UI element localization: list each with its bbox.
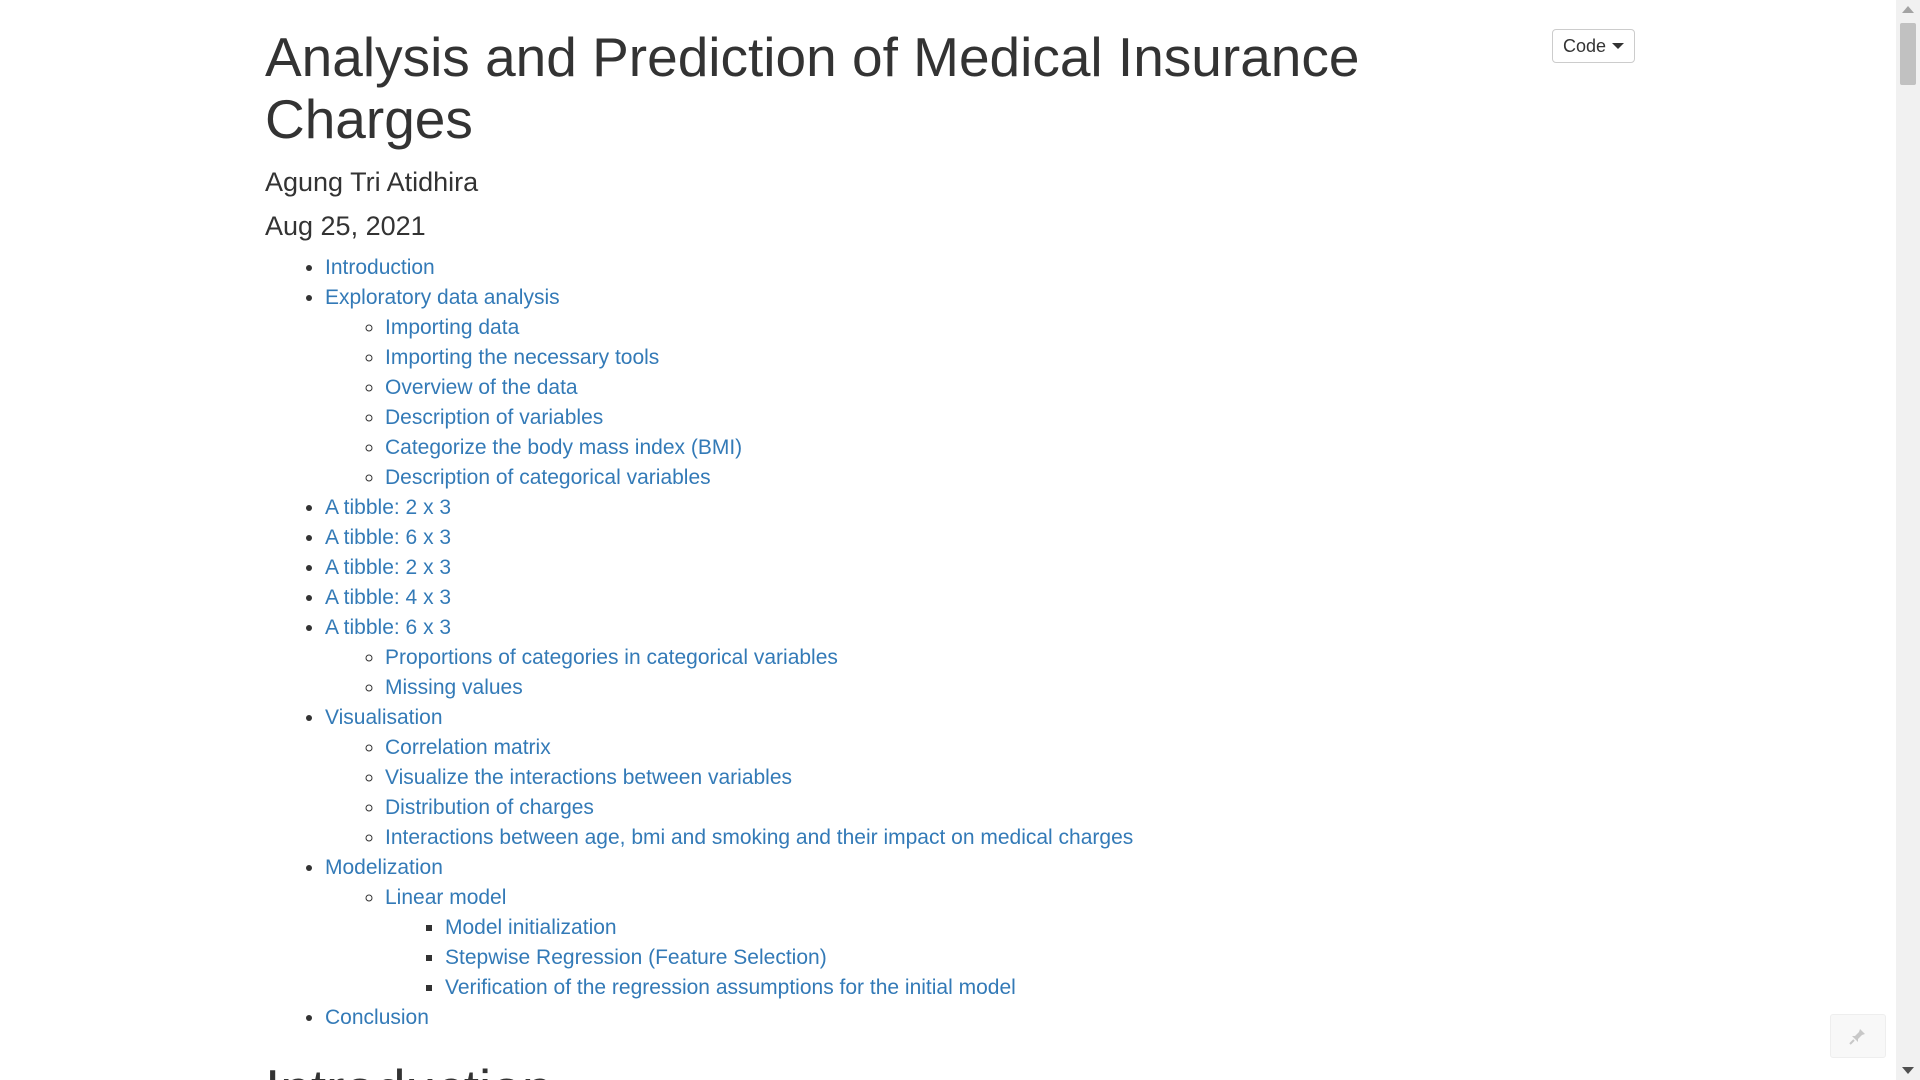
toc-item: A tibble: 6 x 3 Proportions of categorie… [325,613,1635,703]
toc-link-interactions-variables[interactable]: Visualize the interactions between varia… [385,766,793,789]
toc-item: Description of categorical variables [385,463,1635,493]
toc-item: Exploratory data analysis Importing data… [325,283,1635,493]
toc-list: Introduction Exploratory data analysis I… [265,253,1635,1033]
pin-icon [1849,1029,1865,1045]
toc-link-correlation-matrix[interactable]: Correlation matrix [385,736,551,759]
toc-item: A tibble: 2 x 3 [325,493,1635,523]
toc-sublist: Importing data Importing the necessary t… [325,313,1635,493]
toc-item: Introduction [325,253,1635,283]
author: Agung Tri Atidhira [265,167,479,197]
toc-link-missing-values[interactable]: Missing values [385,676,523,699]
toc-item: Description of variables [385,403,1635,433]
toc-link-introduction[interactable]: Introduction [325,256,435,279]
toc-link-model-initialization[interactable]: Model initialization [445,916,617,939]
toc-link-age-bmi-smoking[interactable]: Interactions between age, bmi and smokin… [385,826,1134,849]
toc-link-tibble-3[interactable]: A tibble: 2 x 3 [325,556,452,579]
main-content: Analysis and Prediction of Medical Insur… [265,0,1635,1033]
toc-link-linear-model[interactable]: Linear model [385,886,507,909]
date: Aug 25, 2021 [265,211,426,241]
toc-item: Conclusion [325,1003,1635,1033]
toc-link-tibble-1[interactable]: A tibble: 2 x 3 [325,496,452,519]
toc-subsublist: Model initialization Stepwise Regression… [385,913,1635,1003]
toc-link-categorize-bmi[interactable]: Categorize the body mass index (BMI) [385,436,743,459]
toc-link-importing-tools[interactable]: Importing the necessary tools [385,346,660,369]
toc-item: Importing the necessary tools [385,343,1635,373]
toc-link-categorical-variables[interactable]: Description of categorical variables [385,466,711,489]
toc-link-modelization[interactable]: Modelization [325,856,443,879]
code-button-label: Code [1563,35,1607,56]
toc-link-tibble-5[interactable]: A tibble: 6 x 3 [325,616,452,639]
toc-item: Importing data [385,313,1635,343]
toc-item: A tibble: 2 x 3 [325,553,1635,583]
toc-item: Model initialization [445,913,1635,943]
toc-link-eda[interactable]: Exploratory data analysis [325,286,560,309]
toc-link-verification-assumptions[interactable]: Verification of the regression assumptio… [445,976,1016,999]
toc-item: Interactions between age, bmi and smokin… [385,823,1635,853]
toc-item: Distribution of charges [385,793,1635,823]
toc-item: Visualize the interactions between varia… [385,763,1635,793]
scrollbar-thumb[interactable] [1900,23,1916,85]
toc-link-tibble-2[interactable]: A tibble: 6 x 3 [325,526,452,549]
section-heading-introduction: Introduction [265,1058,552,1080]
page-title: Analysis and Prediction of Medical Insur… [265,26,1360,150]
toc-item: Modelization Linear model Model initiali… [325,853,1635,1003]
toc-link-conclusion[interactable]: Conclusion [325,1006,429,1029]
code-dropdown-button[interactable]: Code [1552,29,1636,63]
toc-sublist: Linear model Model initialization Stepwi… [325,883,1635,1003]
toc-item: Correlation matrix [385,733,1635,763]
toc-item: Linear model Model initialization Stepwi… [385,883,1635,1003]
toc-link-overview[interactable]: Overview of the data [385,376,578,399]
table-of-contents: Introduction Exploratory data analysis I… [265,253,1635,1033]
toc-item: Stepwise Regression (Feature Selection) [445,943,1635,973]
toc-link-visualisation[interactable]: Visualisation [325,706,443,729]
toc-sublist: Correlation matrix Visualize the interac… [325,733,1635,853]
toc-item: Categorize the body mass index (BMI) [385,433,1635,463]
floating-pin-button[interactable] [1830,1014,1886,1058]
scroll-up-arrow-icon[interactable] [1902,6,1914,13]
toc-item: Missing values [385,673,1635,703]
toc-link-stepwise-regression[interactable]: Stepwise Regression (Feature Selection) [445,946,827,969]
scroll-down-arrow-icon[interactable] [1902,1067,1914,1074]
toc-link-description-variables[interactable]: Description of variables [385,406,604,429]
toc-link-proportions[interactable]: Proportions of categories in categorical… [385,646,838,669]
caret-down-icon [1612,43,1625,49]
toc-item: Proportions of categories in categorical… [385,643,1635,673]
toc-item: A tibble: 6 x 3 [325,523,1635,553]
toc-link-distribution-charges[interactable]: Distribution of charges [385,796,594,819]
toc-item: A tibble: 4 x 3 [325,583,1635,613]
toc-link-importing-data[interactable]: Importing data [385,316,520,339]
toc-sublist: Proportions of categories in categorical… [325,643,1635,703]
toc-item: Visualisation Correlation matrix Visuali… [325,703,1635,853]
toc-item: Verification of the regression assumptio… [445,973,1635,1003]
toc-link-tibble-4[interactable]: A tibble: 4 x 3 [325,586,452,609]
toc-item: Overview of the data [385,373,1635,403]
vertical-scrollbar[interactable] [1896,0,1920,1080]
